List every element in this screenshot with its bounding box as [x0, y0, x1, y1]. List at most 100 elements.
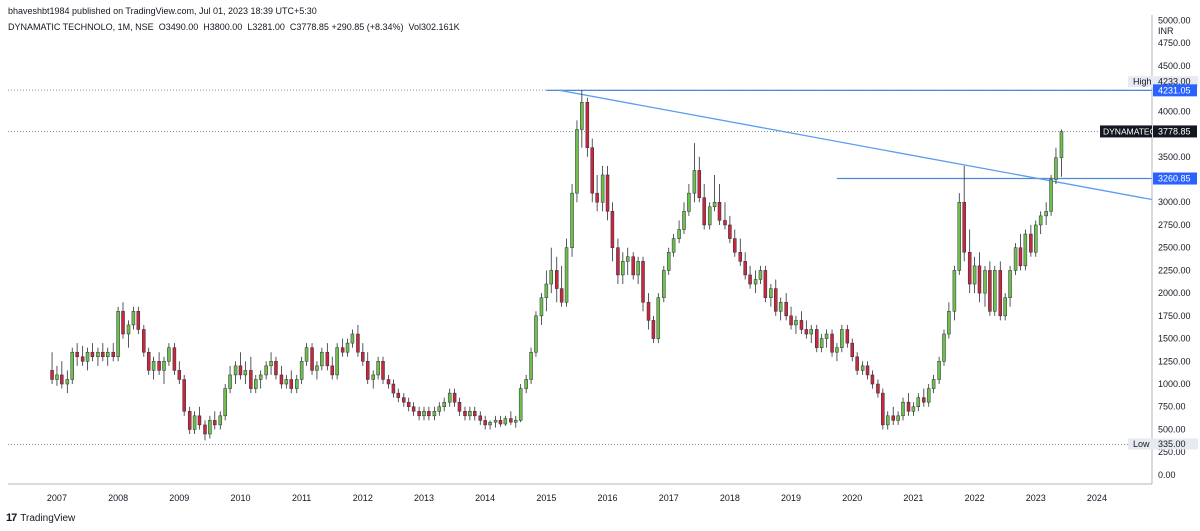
candle[interactable]	[896, 411, 900, 425]
candle[interactable]	[559, 265, 564, 307]
candle[interactable]	[146, 347, 151, 375]
tradingview-brand[interactable]: 17 TradingView	[6, 512, 75, 524]
candle[interactable]	[794, 315, 798, 335]
candle[interactable]	[330, 356, 334, 380]
candle[interactable]	[835, 343, 839, 362]
candle[interactable]	[254, 374, 258, 394]
candles[interactable]	[50, 90, 1064, 441]
candle[interactable]	[391, 379, 396, 398]
candle[interactable]	[320, 347, 324, 371]
candle[interactable]	[60, 361, 64, 389]
candle[interactable]	[610, 202, 615, 262]
candle[interactable]	[549, 247, 553, 294]
candle[interactable]	[432, 406, 437, 421]
candle[interactable]	[967, 229, 972, 294]
candle[interactable]	[70, 347, 74, 385]
candle[interactable]	[96, 347, 100, 366]
candle[interactable]	[570, 184, 574, 257]
candle[interactable]	[656, 293, 661, 344]
candle[interactable]	[228, 365, 232, 394]
candle[interactable]	[774, 279, 778, 316]
candle[interactable]	[249, 356, 253, 394]
candle[interactable]	[621, 252, 625, 285]
candle[interactable]	[636, 256, 640, 285]
candle[interactable]	[172, 343, 177, 375]
candle[interactable]	[162, 356, 166, 385]
candle[interactable]	[111, 343, 115, 362]
candle[interactable]	[815, 324, 819, 353]
candle[interactable]	[840, 324, 844, 353]
candle[interactable]	[1038, 211, 1043, 235]
candle[interactable]	[457, 397, 462, 416]
candle[interactable]	[595, 174, 599, 212]
candle[interactable]	[258, 370, 263, 389]
candle[interactable]	[116, 306, 120, 362]
candle[interactable]	[422, 406, 426, 421]
candle[interactable]	[529, 347, 533, 385]
candle[interactable]	[671, 234, 676, 257]
candle[interactable]	[157, 352, 161, 375]
candle[interactable]	[335, 343, 339, 380]
candle[interactable]	[697, 156, 702, 203]
candle[interactable]	[1059, 129, 1064, 177]
candle[interactable]	[356, 324, 360, 357]
candle[interactable]	[213, 411, 217, 430]
candle[interactable]	[870, 370, 875, 389]
candle[interactable]	[769, 284, 773, 307]
candle[interactable]	[733, 229, 737, 257]
candle[interactable]	[758, 265, 763, 285]
candle[interactable]	[85, 347, 90, 371]
candle[interactable]	[922, 388, 926, 407]
candle[interactable]	[295, 374, 299, 394]
candle[interactable]	[136, 306, 141, 335]
candle[interactable]	[411, 402, 416, 416]
candle[interactable]	[926, 384, 931, 407]
candle[interactable]	[463, 406, 467, 421]
candle[interactable]	[743, 252, 747, 280]
candle[interactable]	[824, 329, 829, 348]
candle[interactable]	[763, 265, 768, 303]
candle[interactable]	[723, 202, 727, 230]
candle[interactable]	[952, 265, 957, 321]
candle[interactable]	[865, 361, 870, 380]
candle[interactable]	[778, 297, 783, 321]
candle[interactable]	[539, 293, 544, 325]
candle[interactable]	[891, 406, 895, 425]
candle[interactable]	[386, 374, 391, 389]
candle[interactable]	[340, 338, 345, 357]
candle[interactable]	[121, 302, 125, 339]
candle[interactable]	[1044, 202, 1048, 225]
candle[interactable]	[819, 334, 824, 353]
candle[interactable]	[350, 329, 355, 348]
candle[interactable]	[381, 356, 385, 385]
candle[interactable]	[916, 393, 921, 412]
candle[interactable]	[192, 411, 197, 435]
candle[interactable]	[203, 420, 207, 441]
candle[interactable]	[151, 356, 156, 380]
candle[interactable]	[131, 306, 136, 330]
candle[interactable]	[804, 320, 809, 339]
candle[interactable]	[957, 193, 962, 275]
candle[interactable]	[605, 165, 610, 221]
candle[interactable]	[590, 138, 594, 203]
candle[interactable]	[509, 411, 513, 425]
candle[interactable]	[371, 370, 375, 389]
candle[interactable]	[167, 343, 171, 366]
candle[interactable]	[279, 365, 284, 389]
candle[interactable]	[707, 202, 712, 230]
candle[interactable]	[310, 343, 314, 375]
candle[interactable]	[901, 397, 905, 421]
candle[interactable]	[274, 356, 278, 380]
candle[interactable]	[631, 252, 635, 280]
candle[interactable]	[406, 397, 411, 412]
candle[interactable]	[580, 90, 584, 148]
candle[interactable]	[514, 415, 518, 428]
candle[interactable]	[666, 247, 671, 275]
candle[interactable]	[452, 388, 457, 407]
candle[interactable]	[947, 302, 951, 339]
candle[interactable]	[55, 365, 59, 386]
candle[interactable]	[712, 174, 717, 212]
candle[interactable]	[177, 361, 182, 385]
candle[interactable]	[855, 352, 859, 375]
candle[interactable]	[728, 215, 732, 244]
